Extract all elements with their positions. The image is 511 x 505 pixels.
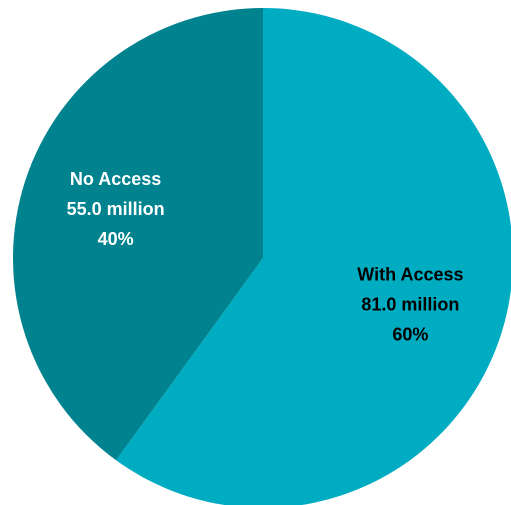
pie-slices (13, 8, 511, 505)
pie-labels: With Access 81.0 million 60% No Access 55.0 … (67, 169, 464, 345)
slice-percent-no-access: 40% (98, 229, 134, 249)
slice-name-no-access: No Access (70, 169, 161, 189)
slice-percent-with-access: 60% (392, 325, 428, 345)
slice-name-with-access: With Access (357, 265, 463, 285)
slice-value-with-access: 81.0 million (361, 295, 459, 315)
pie-slice-with-access (116, 8, 511, 505)
pie-label-no-access: No Access 55.0 million 40% (67, 169, 165, 249)
slice-value-no-access: 55.0 million (67, 199, 165, 219)
pie-slice-no-access (13, 8, 264, 461)
pie-label-with-access: With Access 81.0 million 60% (357, 265, 463, 345)
